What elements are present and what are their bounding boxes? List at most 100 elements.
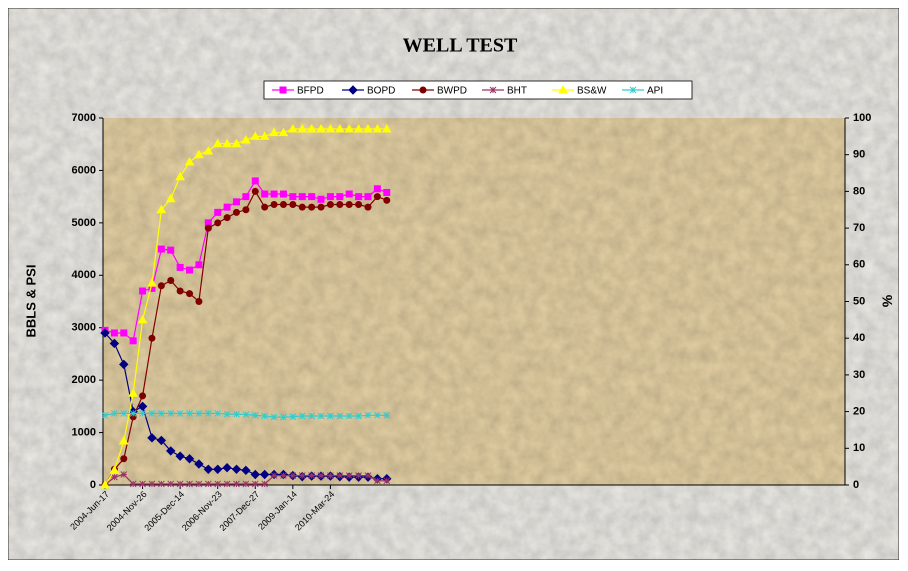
- y-tick-label: 5000: [72, 217, 96, 229]
- data-point: [289, 413, 297, 421]
- y2-tick-label: 70: [853, 222, 865, 234]
- data-point: [355, 193, 363, 201]
- legend-symbol: [489, 86, 497, 94]
- data-point: [232, 208, 240, 216]
- data-point: [251, 187, 259, 195]
- data-point: [251, 411, 259, 419]
- y-tick-label: 7000: [72, 112, 96, 124]
- data-point: [289, 201, 297, 209]
- data-point: [242, 206, 250, 214]
- data-point: [214, 480, 222, 488]
- data-point: [279, 190, 287, 198]
- data-point: [373, 193, 381, 201]
- legend-box: [263, 80, 693, 100]
- data-point: [306, 124, 317, 133]
- data-point: [233, 480, 240, 488]
- data-point: [383, 411, 391, 419]
- data-point: [261, 203, 269, 211]
- data-point: [223, 203, 231, 211]
- data-point: [147, 278, 157, 287]
- data-point: [214, 208, 222, 216]
- data-point: [212, 138, 223, 148]
- legend-symbol: [279, 86, 287, 94]
- y-tick-label: 6000: [72, 164, 96, 176]
- data-point: [147, 433, 157, 443]
- data-point: [355, 472, 362, 479]
- y2-tick-label: 30: [853, 369, 865, 381]
- data-point: [270, 472, 278, 479]
- data-point: [308, 193, 316, 201]
- data-point: [184, 157, 195, 166]
- data-point: [214, 410, 222, 417]
- data-point: [129, 410, 137, 417]
- data-point: [269, 127, 279, 137]
- data-point: [158, 410, 165, 417]
- data-point: [129, 337, 137, 345]
- data-point: [308, 472, 315, 479]
- data-point: [250, 131, 261, 140]
- y-tick-label: 2000: [72, 374, 96, 386]
- data-point: [251, 480, 259, 488]
- series: [101, 177, 391, 345]
- data-point: [242, 411, 250, 418]
- data-point: [345, 412, 353, 420]
- data-point: [100, 328, 110, 338]
- data-point: [222, 138, 232, 148]
- data-point: [298, 193, 306, 201]
- y-tick-label: 0: [90, 479, 96, 491]
- data-point: [345, 190, 353, 198]
- data-point: [120, 410, 128, 417]
- data-point: [317, 195, 325, 203]
- data-point: [261, 480, 269, 488]
- y2-tick-label: 20: [853, 406, 865, 418]
- data-point: [194, 459, 204, 469]
- series: [100, 124, 392, 489]
- y-axis-title: BBLS & PSI: [23, 265, 38, 338]
- series: [101, 410, 391, 421]
- data-point: [110, 329, 118, 337]
- data-point: [100, 479, 110, 489]
- data-point: [270, 190, 278, 198]
- data-point: [336, 472, 344, 479]
- data-point: [101, 411, 109, 419]
- y-tick-label: 3000: [72, 322, 96, 334]
- legend-symbol: [558, 84, 568, 94]
- data-point: [373, 185, 381, 193]
- y-tick-label: 1000: [72, 426, 96, 438]
- data-point: [374, 411, 381, 419]
- data-point: [374, 477, 381, 485]
- data-point: [308, 412, 315, 420]
- data-point: [364, 203, 372, 211]
- data-point: [175, 171, 186, 181]
- data-point: [326, 193, 334, 201]
- data-point: [156, 204, 167, 214]
- data-point: [120, 455, 128, 463]
- data-point: [223, 480, 231, 488]
- data-point: [232, 198, 240, 206]
- y2-axis-title: %: [879, 295, 895, 308]
- data-point: [157, 245, 165, 253]
- data-point: [195, 410, 203, 417]
- data-point: [148, 410, 156, 417]
- data-point: [156, 435, 167, 446]
- data-point: [298, 412, 306, 420]
- data-point: [270, 201, 278, 209]
- series: [101, 187, 391, 489]
- data-point: [279, 201, 287, 209]
- data-point: [158, 480, 165, 488]
- data-point: [326, 201, 334, 209]
- data-point: [231, 464, 242, 474]
- data-point: [204, 224, 212, 232]
- legend-label: BWPD: [437, 86, 467, 97]
- data-point: [289, 472, 297, 479]
- data-point: [381, 124, 392, 133]
- y2-tick-label: 50: [853, 295, 865, 307]
- data-point: [289, 193, 297, 201]
- data-point: [165, 193, 176, 203]
- chart-title: WELL TEST: [403, 35, 518, 57]
- y2-tick-label: 60: [853, 259, 865, 271]
- data-point: [355, 201, 363, 209]
- data-point: [364, 411, 372, 419]
- data-point: [363, 124, 373, 133]
